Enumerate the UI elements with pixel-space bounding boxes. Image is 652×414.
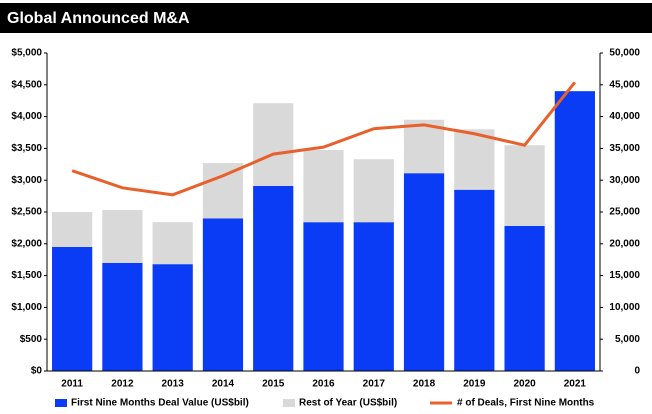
y2-tick-label: 10,000 xyxy=(609,302,640,313)
y-tick-label: $4,500 xyxy=(11,79,42,90)
bar xyxy=(152,222,193,265)
x-tick-label: 2015 xyxy=(262,379,285,390)
y2-tick-label: 5,000 xyxy=(615,334,640,345)
x-tick-label: 2011 xyxy=(61,379,83,390)
x-tick-label: 2018 xyxy=(413,379,436,390)
bar xyxy=(504,225,545,371)
bar xyxy=(554,91,595,371)
bar xyxy=(353,159,394,223)
y2-tick-label: 30,000 xyxy=(609,175,640,186)
y-tick-label: $0 xyxy=(31,366,43,377)
bar xyxy=(454,129,495,190)
title-bar xyxy=(0,3,652,33)
bar xyxy=(253,103,294,186)
legend-label: # of Deals, First Nine Months xyxy=(457,398,595,409)
legend-label: Rest of Year (US$bil) xyxy=(299,398,397,409)
line xyxy=(71,81,577,197)
y-tick-label: $2,500 xyxy=(11,207,42,218)
legend-label: First Nine Months Deal Value (US$bil) xyxy=(71,398,249,409)
bar xyxy=(303,149,344,223)
x-tick-label: 2016 xyxy=(312,379,335,390)
bar xyxy=(102,262,143,371)
y2-tick-label: 15,000 xyxy=(609,270,640,281)
chart-title: Global Announced M&A xyxy=(7,10,190,27)
bar xyxy=(202,163,244,219)
legend-swatch xyxy=(283,399,295,407)
y-tick-label: $500 xyxy=(20,334,43,345)
bar xyxy=(202,218,244,371)
y-tick-label: $4,000 xyxy=(11,111,42,122)
x-tick-label: 2012 xyxy=(111,379,134,390)
x-tick-label: 2017 xyxy=(363,379,386,390)
x-tick-label: 2020 xyxy=(513,379,536,390)
y2-tick-label: 0 xyxy=(634,366,640,377)
x-tick-label: 2013 xyxy=(162,379,185,390)
bar xyxy=(102,210,143,263)
bar xyxy=(504,145,545,226)
x-tick-label: 2014 xyxy=(212,379,235,390)
bar xyxy=(52,246,93,371)
y2-tick-label: 25,000 xyxy=(609,207,640,218)
bar xyxy=(152,264,193,371)
y-tick-label: $2,000 xyxy=(11,238,42,249)
y-tick-label: $1,000 xyxy=(11,302,42,313)
bar xyxy=(253,185,294,371)
bar xyxy=(52,212,93,247)
y2-tick-label: 20,000 xyxy=(609,238,640,249)
y2-tick-label: 50,000 xyxy=(609,48,640,59)
bar xyxy=(353,222,394,371)
y-tick-label: $5,000 xyxy=(11,48,42,59)
x-tick-label: 2021 xyxy=(564,379,587,390)
y-tick-label: $1,500 xyxy=(11,270,42,281)
bar xyxy=(403,173,445,371)
y2-tick-label: 40,000 xyxy=(609,111,640,122)
y-tick-label: $3,500 xyxy=(11,143,42,154)
bar xyxy=(454,189,495,371)
y-tick-label: $3,000 xyxy=(11,175,42,186)
bar xyxy=(303,222,344,371)
y2-tick-label: 45,000 xyxy=(609,79,640,90)
legend-swatch xyxy=(55,399,67,407)
x-tick-label: 2019 xyxy=(463,379,486,390)
y2-tick-label: 35,000 xyxy=(609,143,640,154)
